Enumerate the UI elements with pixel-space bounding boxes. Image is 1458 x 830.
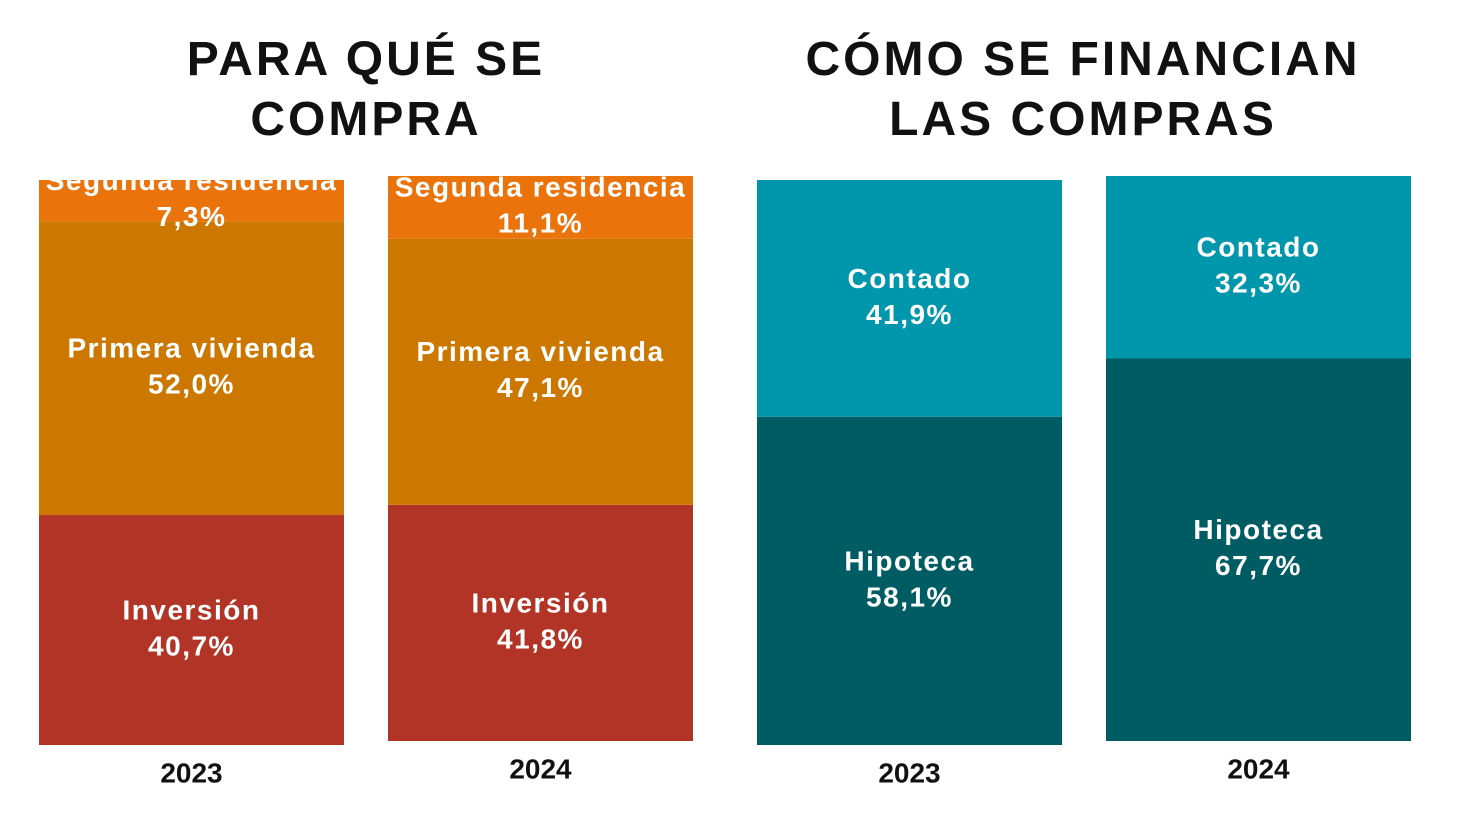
chart-title: PARA QUÉ SE COMPRA bbox=[186, 33, 546, 146]
bar-segment bbox=[388, 504, 693, 741]
segment-value: 58,1% bbox=[866, 581, 953, 612]
segment-name: Contado bbox=[847, 263, 971, 294]
x-tick-label: 2023 bbox=[160, 757, 222, 788]
chart-title: CÓMO SE FINANCIAN LAS COMPRAS bbox=[805, 33, 1361, 146]
segment-value: 52,0% bbox=[148, 369, 235, 400]
segment-name: Primera vivienda bbox=[67, 333, 315, 364]
segment-name: Segunda residencia bbox=[46, 165, 338, 196]
segment-value: 11,1% bbox=[498, 208, 583, 239]
bar-segment bbox=[1106, 176, 1411, 359]
segment-name: Hipoteca bbox=[1193, 514, 1323, 545]
segment-name: Segunda residencia bbox=[395, 172, 687, 203]
bar-segment bbox=[388, 238, 693, 505]
segment-name: Inversión bbox=[123, 594, 261, 625]
segment-name: Primera vivienda bbox=[416, 336, 664, 367]
bar-segment bbox=[39, 221, 344, 516]
segment-name: Hipoteca bbox=[844, 545, 974, 576]
bar-segment bbox=[757, 416, 1062, 745]
segment-value: 40,7% bbox=[148, 630, 235, 661]
segment-name: Inversión bbox=[472, 587, 610, 618]
x-tick-label: 2024 bbox=[509, 753, 572, 784]
segment-value: 47,1% bbox=[497, 372, 584, 403]
bar-segment bbox=[757, 180, 1062, 417]
segment-value: 7,3% bbox=[157, 201, 227, 232]
segment-value: 41,9% bbox=[866, 299, 953, 330]
bar-segment bbox=[388, 176, 693, 239]
x-tick-label: 2024 bbox=[1227, 753, 1290, 784]
segment-value: 32,3% bbox=[1215, 268, 1302, 299]
bar-segment bbox=[39, 515, 344, 745]
segment-name: Contado bbox=[1196, 232, 1320, 263]
x-tick-label: 2023 bbox=[878, 757, 940, 788]
bar-segment bbox=[1106, 358, 1411, 741]
segment-value: 41,8% bbox=[497, 623, 584, 654]
segment-value: 67,7% bbox=[1215, 550, 1302, 581]
bar-segment bbox=[39, 180, 344, 222]
